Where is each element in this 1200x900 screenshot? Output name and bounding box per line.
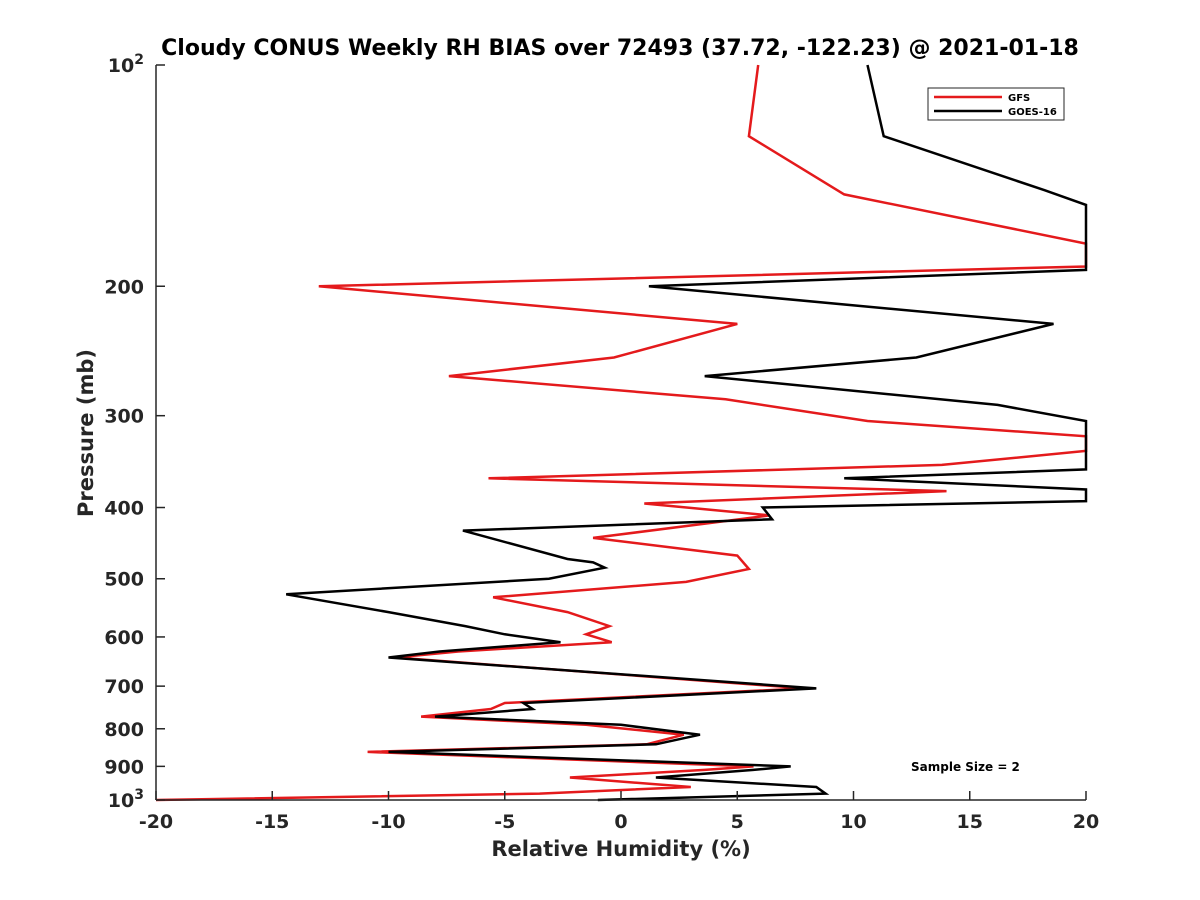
x-ticks: -20 -15 -10 -5 0 5 10 15 20 xyxy=(139,791,1099,833)
x-tick-label: 5 xyxy=(731,811,744,833)
x-tick-label: 15 xyxy=(957,811,983,833)
y-tick-label: 900 xyxy=(104,756,144,778)
y-tick-label: 200 xyxy=(104,276,144,298)
legend: GFS GOES-16 xyxy=(927,87,1065,121)
y-ticks: 102 200 300 400 500 600 700 800 900 103 xyxy=(104,52,165,812)
chart-title: Cloudy CONUS Weekly RH BIAS over 72493 (… xyxy=(161,36,1079,61)
y-tick-label: 500 xyxy=(104,569,144,591)
y-tick-label: 800 xyxy=(104,719,144,741)
x-tick-label: -15 xyxy=(255,811,289,833)
x-tick-label: -10 xyxy=(371,811,405,833)
x-tick-label: 0 xyxy=(614,811,627,833)
legend-box xyxy=(927,87,1065,121)
y-tick-label: 102 xyxy=(108,52,144,77)
y-tick-label: 103 xyxy=(108,787,144,812)
series-line-goes-16 xyxy=(285,64,1088,802)
series-layer xyxy=(155,64,1088,802)
x-axis-label: Relative Humidity (%) xyxy=(491,837,750,861)
y-tick-label: 700 xyxy=(104,676,144,698)
x-tick-label: -5 xyxy=(494,811,515,833)
x-tick-label: 20 xyxy=(1073,811,1099,833)
y-axis-label: Pressure (mb) xyxy=(74,349,98,517)
y-tick-label: 600 xyxy=(104,627,144,649)
series-line-gfs xyxy=(155,64,1088,802)
y-tick-label: 300 xyxy=(104,406,144,428)
y-tick-label: 400 xyxy=(104,498,144,520)
legend-label-gfs: GFS xyxy=(1008,93,1030,104)
legend-label-goes16: GOES-16 xyxy=(1008,107,1057,118)
x-tick-label: 10 xyxy=(840,811,866,833)
sample-size-annotation: Sample Size = 2 xyxy=(911,760,1020,774)
x-tick-label: -20 xyxy=(139,811,173,833)
